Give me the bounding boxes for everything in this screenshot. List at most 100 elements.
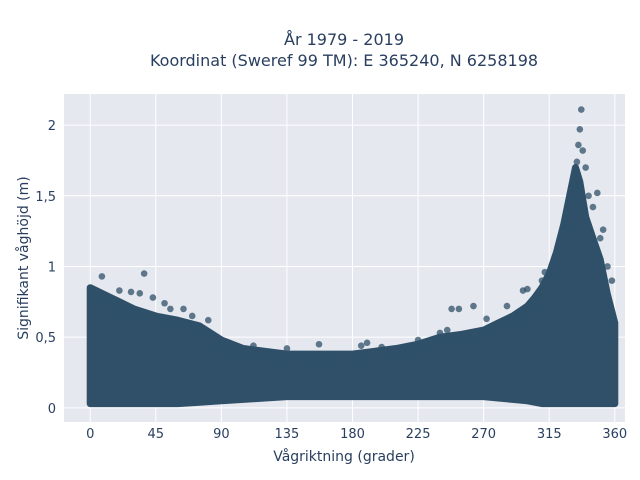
data-point (273, 359, 281, 366)
data-point (486, 324, 493, 331)
data-point (498, 325, 505, 332)
data-point (576, 126, 584, 133)
data-point (567, 199, 575, 207)
data-point (602, 283, 609, 291)
scatter-points (86, 164, 619, 408)
x-tick-label: 270 (471, 427, 496, 442)
data-point (548, 274, 555, 281)
data-point (542, 287, 549, 295)
data-point (556, 236, 564, 243)
y-tick-labels: 0 0,5 1 1,5 2 (35, 119, 56, 417)
data-point (149, 294, 157, 301)
data-point (180, 321, 187, 328)
data-point (549, 259, 557, 266)
data-point (412, 349, 419, 357)
data-point (98, 273, 106, 280)
data-point (483, 315, 490, 323)
data-point (167, 305, 174, 313)
data-point (547, 267, 555, 275)
data-point (109, 301, 117, 308)
x-tick-labels: 0 45 90 135 180 225 270 315 360 (86, 427, 627, 442)
data-point (240, 347, 247, 354)
data-point (510, 314, 518, 321)
data-point (553, 253, 560, 260)
data-point (167, 322, 174, 330)
data-point (577, 187, 584, 194)
data-point (242, 354, 250, 362)
data-point (604, 263, 611, 270)
data-point (481, 334, 488, 342)
data-point (426, 338, 434, 345)
data-point (563, 220, 571, 228)
data-point (583, 220, 590, 228)
x-tick-label: 45 (148, 427, 165, 442)
data-point (204, 316, 212, 324)
x-tick-label: 225 (406, 427, 431, 442)
data-point (208, 330, 215, 338)
data-point (294, 351, 301, 358)
data-point (230, 346, 238, 354)
data-point (135, 317, 143, 324)
data-point (436, 329, 444, 337)
data-point (161, 299, 168, 307)
x-tick-label: 180 (340, 427, 365, 442)
data-point (503, 302, 511, 310)
data-point (312, 361, 320, 368)
data-point (525, 309, 532, 317)
data-point (599, 226, 607, 234)
chart-title: År 1979 - 2019 (284, 30, 404, 49)
data-point (577, 106, 585, 113)
data-point (570, 183, 577, 191)
data-point (127, 288, 135, 296)
data-point (557, 246, 565, 253)
data-point (602, 291, 610, 299)
data-point (560, 226, 568, 233)
data-point (572, 169, 580, 177)
data-point (535, 295, 542, 302)
data-point (425, 348, 432, 356)
data-point (190, 322, 198, 330)
y-tick-label: 2 (48, 119, 56, 134)
x-tick-label: 0 (86, 427, 94, 442)
data-point (592, 246, 600, 253)
data-point (579, 207, 587, 215)
data-point (563, 213, 571, 220)
data-point (460, 332, 467, 340)
x-tick-label: 360 (602, 427, 627, 442)
data-point (153, 317, 161, 325)
data-point (573, 158, 581, 166)
data-point (596, 234, 604, 242)
y-axis-title: Signifikant våghöjd (m) (15, 176, 32, 339)
outlier-points (98, 106, 616, 352)
data-point (493, 321, 500, 329)
data-point (419, 345, 426, 352)
data-point (203, 331, 210, 338)
data-point (91, 295, 98, 302)
data-point (220, 348, 227, 356)
data-point (361, 359, 368, 367)
data-point (343, 358, 350, 365)
data-point (250, 342, 257, 349)
data-point (538, 277, 546, 284)
data-point (255, 355, 262, 362)
data-point (315, 340, 323, 348)
data-point (122, 304, 130, 311)
y-tick-label: 0 (48, 402, 56, 417)
data-point (280, 352, 287, 359)
data-point (567, 188, 575, 196)
data-point (390, 350, 397, 357)
data-point (116, 287, 123, 294)
data-point (212, 340, 220, 347)
data-point (328, 357, 335, 365)
data-point (287, 350, 294, 358)
data-point (266, 358, 274, 365)
y-tick-label: 1,5 (35, 190, 56, 205)
data-point (263, 348, 271, 355)
data-point (593, 254, 600, 261)
data-point (579, 202, 586, 209)
data-point (470, 302, 477, 310)
x-axis-title: Vågriktning (grader) (273, 448, 415, 465)
data-point (404, 348, 411, 355)
